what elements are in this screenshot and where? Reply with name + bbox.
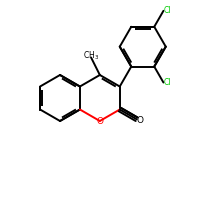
Text: O: O bbox=[96, 116, 103, 126]
Text: O: O bbox=[137, 116, 144, 125]
Text: Cl: Cl bbox=[164, 6, 172, 15]
Text: Cl: Cl bbox=[164, 78, 172, 87]
Text: CH$_3$: CH$_3$ bbox=[83, 50, 99, 62]
